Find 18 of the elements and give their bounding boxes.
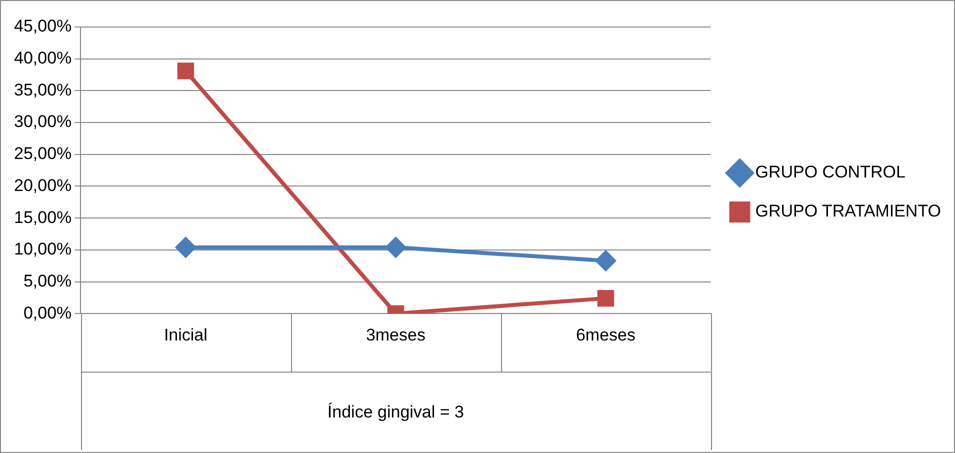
y-tick-label: 20,00% <box>14 176 72 195</box>
x-axis-title: Índice gingival = 3 <box>327 402 464 422</box>
point <box>177 62 194 80</box>
point <box>597 290 614 307</box>
y-tick-label: 5,00% <box>23 271 72 290</box>
y-tick-label: 30,00% <box>14 112 72 132</box>
y-tick-label: 0,00% <box>23 303 72 322</box>
point <box>176 237 196 258</box>
y-tick-label: 10,00% <box>14 240 72 259</box>
y-tick-label: 15,00% <box>14 208 72 227</box>
point <box>596 250 616 271</box>
y-tick-label: 35,00% <box>14 80 72 100</box>
legend-label: GRUPO TRATAMIENTO <box>755 202 942 221</box>
y-tick-label: 25,00% <box>14 144 72 164</box>
legend-label: GRUPO CONTROL <box>755 162 906 182</box>
point <box>386 237 406 258</box>
y-tick-label: 40,00% <box>14 48 72 68</box>
y-tick-label: 45,00% <box>14 16 72 36</box>
